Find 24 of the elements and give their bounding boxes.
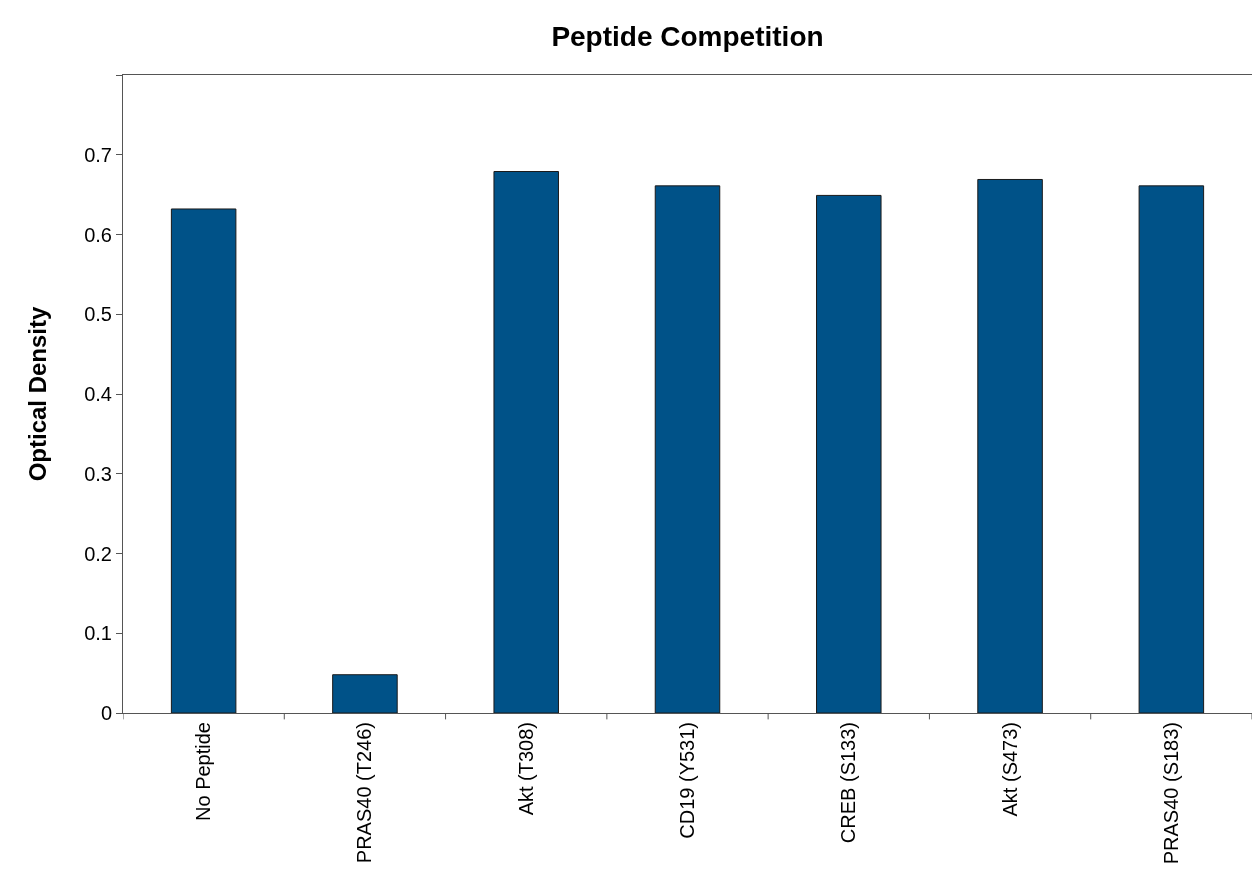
y-tick-label: 0.1: [84, 622, 112, 645]
x-tick-label: Akt (S473): [998, 722, 1021, 817]
x-tick-label: CREB (S133): [837, 722, 860, 844]
x-tick-label: No Peptide: [192, 722, 215, 821]
bar: [977, 178, 1043, 713]
x-tick-label: PRAS40 (S183): [1159, 722, 1182, 865]
bar: [654, 185, 721, 713]
x-tick-label: Akt (T308): [514, 722, 537, 816]
chart-title: Peptide Competition: [551, 21, 824, 53]
x-tick-label: PRAS40 (T246): [353, 722, 376, 864]
bar: [493, 171, 559, 713]
bar: [170, 208, 237, 713]
y-tick-label: 0.2: [84, 542, 112, 565]
y-tick-label: 0.7: [84, 143, 112, 166]
y-tick-label: 0.4: [84, 383, 112, 405]
bar: [332, 674, 398, 713]
bar: [1138, 185, 1205, 713]
y-axis-title: Optical Density: [24, 305, 52, 482]
y-tick-label: 0: [100, 702, 112, 724]
y-tick-label: 0.5: [84, 303, 112, 326]
x-tick-label: CD19 (Y531): [676, 722, 698, 839]
y-tick-label: 0.3: [84, 462, 112, 485]
bar: [816, 194, 882, 713]
y-tick-label: 0.6: [84, 223, 112, 246]
